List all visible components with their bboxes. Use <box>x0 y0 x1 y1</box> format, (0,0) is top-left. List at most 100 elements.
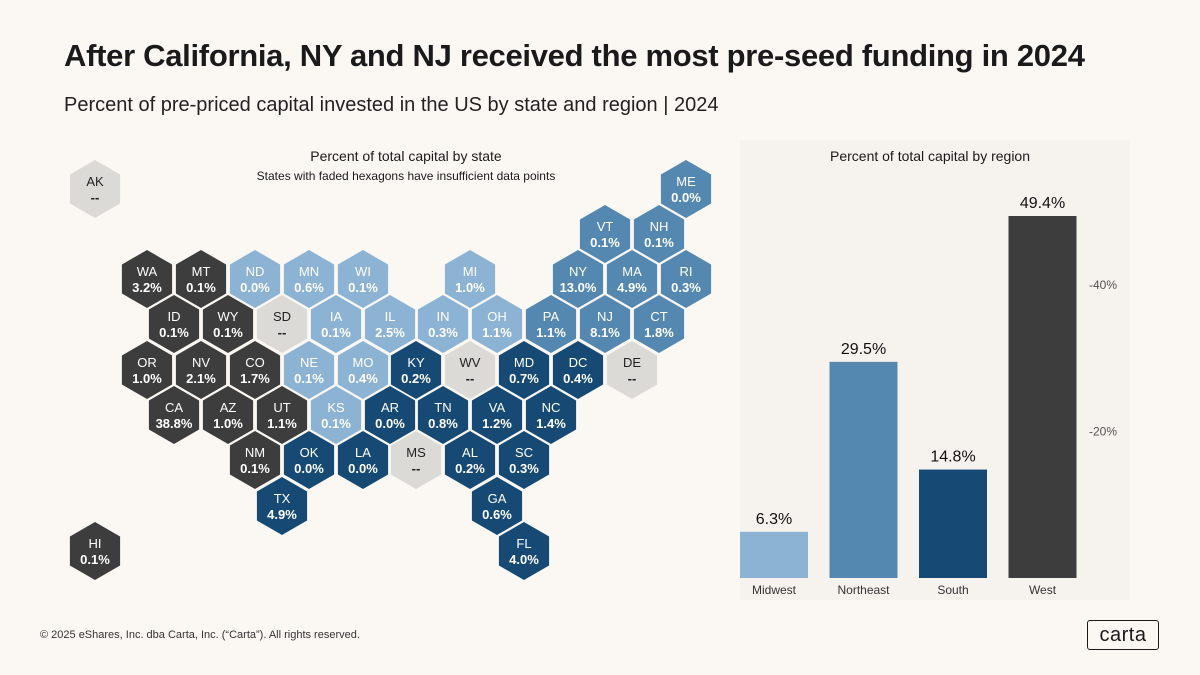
hex-label-value: 0.0% <box>671 190 701 205</box>
hex-state-nd: ND0.0% <box>229 250 281 308</box>
hex-tile <box>69 522 121 580</box>
hex-tile <box>202 386 254 444</box>
hex-state-hi: HI0.1% <box>69 522 121 580</box>
hex-state-nm: NM0.1% <box>229 431 281 489</box>
hex-state-mo: MO0.4% <box>337 341 389 399</box>
hex-state-ok: OK0.0% <box>283 431 335 489</box>
hex-tile <box>256 295 308 353</box>
hex-state-ia: IA0.1% <box>310 295 362 353</box>
hex-tile <box>364 295 416 353</box>
hex-state-mn: MN0.6% <box>283 250 335 308</box>
hex-label-code: AZ <box>220 400 237 415</box>
hex-label-code: OR <box>137 355 157 370</box>
hex-label-value: -- <box>466 371 475 386</box>
hex-label-value: 0.1% <box>294 371 324 386</box>
hex-label-value: 1.4% <box>536 416 566 431</box>
hex-label-value: 0.1% <box>321 325 351 340</box>
hex-tile <box>417 295 469 353</box>
hex-label-code: MD <box>514 355 534 370</box>
hex-label-code: NY <box>569 264 587 279</box>
hex-label-value: 4.9% <box>267 507 297 522</box>
hex-tile <box>660 250 712 308</box>
hex-label-code: NE <box>300 355 318 370</box>
hex-state-mt: MT0.1% <box>175 250 227 308</box>
hex-label-value: 0.6% <box>294 280 324 295</box>
hex-label-code: NV <box>192 355 210 370</box>
hex-label-code: VA <box>489 400 506 415</box>
hex-state-tn: TN0.8% <box>417 386 469 444</box>
hex-label-value: 1.0% <box>132 371 162 386</box>
hex-label-code: DC <box>569 355 588 370</box>
hex-state-ct: CT1.8% <box>633 295 685 353</box>
hex-label-code: WA <box>137 264 158 279</box>
hex-tile <box>283 341 335 399</box>
hex-tile <box>498 431 550 489</box>
hex-state-ks: KS0.1% <box>310 386 362 444</box>
hex-label-code: NJ <box>597 309 613 324</box>
hex-state-oh: OH1.1% <box>471 295 523 353</box>
hex-label-value: -- <box>91 190 100 205</box>
hex-state-ut: UT1.1% <box>256 386 308 444</box>
hex-label-value: 2.5% <box>375 325 405 340</box>
hex-state-me: ME0.0% <box>660 160 712 218</box>
bar-midwest <box>740 531 808 578</box>
hex-state-sd: SD-- <box>256 295 308 353</box>
hex-label-value: 0.8% <box>428 416 458 431</box>
hex-label-code: AL <box>462 445 478 460</box>
bar-northeast <box>829 361 898 578</box>
hex-label-value: 0.1% <box>213 325 243 340</box>
hex-label-code: AK <box>86 174 104 189</box>
hex-tile <box>229 250 281 308</box>
hex-label-value: 0.0% <box>375 416 405 431</box>
hex-label-code: TX <box>274 491 291 506</box>
hex-label-value: 1.1% <box>482 325 512 340</box>
hex-tile <box>69 160 121 218</box>
hex-state-wi: WI0.1% <box>337 250 389 308</box>
hex-tile <box>579 295 631 353</box>
hex-tile <box>444 431 496 489</box>
hex-label-value: 38.8% <box>156 416 193 431</box>
bar-category-label: Midwest <box>752 583 797 597</box>
hex-state-az: AZ1.0% <box>202 386 254 444</box>
hex-tile <box>633 295 685 353</box>
hex-label-value: 13.0% <box>560 280 597 295</box>
hex-label-value: 0.6% <box>482 507 512 522</box>
hex-state-ga: GA0.6% <box>471 477 523 535</box>
hex-tile <box>256 386 308 444</box>
hex-tile <box>498 522 550 580</box>
hex-label-value: 2.1% <box>186 371 216 386</box>
bar-category-label: South <box>937 583 968 597</box>
hex-tile <box>498 341 550 399</box>
hex-label-value: 0.3% <box>428 325 458 340</box>
y-tick-label: -40% <box>1089 278 1117 292</box>
hex-tile <box>175 341 227 399</box>
hex-tile <box>121 341 173 399</box>
hex-state-sc: SC0.3% <box>498 431 550 489</box>
copyright-footer: © 2025 eShares, Inc. dba Carta, Inc. (“C… <box>40 629 360 641</box>
hex-state-in: IN0.3% <box>417 295 469 353</box>
hex-label-code: CA <box>165 400 183 415</box>
hex-label-code: ND <box>246 264 265 279</box>
hex-label-value: -- <box>412 461 421 476</box>
hex-label-value: 4.9% <box>617 280 647 295</box>
hex-label-code: NM <box>245 445 265 460</box>
hex-label-code: KS <box>327 400 345 415</box>
hex-label-code: MA <box>622 264 642 279</box>
hex-label-value: 1.0% <box>455 280 485 295</box>
hex-label-code: CO <box>245 355 265 370</box>
hex-label-code: SC <box>515 445 533 460</box>
hex-tile <box>148 386 200 444</box>
hex-tile <box>606 250 658 308</box>
hex-label-code: OH <box>487 309 507 324</box>
hex-state-ak: AK-- <box>69 160 121 218</box>
hex-label-value: 0.2% <box>401 371 431 386</box>
hex-state-wy: WY0.1% <box>202 295 254 353</box>
hex-label-value: 0.7% <box>509 371 539 386</box>
hex-state-id: ID0.1% <box>148 295 200 353</box>
hex-tile <box>175 250 227 308</box>
hex-tile <box>552 250 604 308</box>
map-title: Percent of total capital by state <box>310 148 502 164</box>
hex-state-mi: MI1.0% <box>444 250 496 308</box>
hex-label-code: IN <box>437 309 450 324</box>
